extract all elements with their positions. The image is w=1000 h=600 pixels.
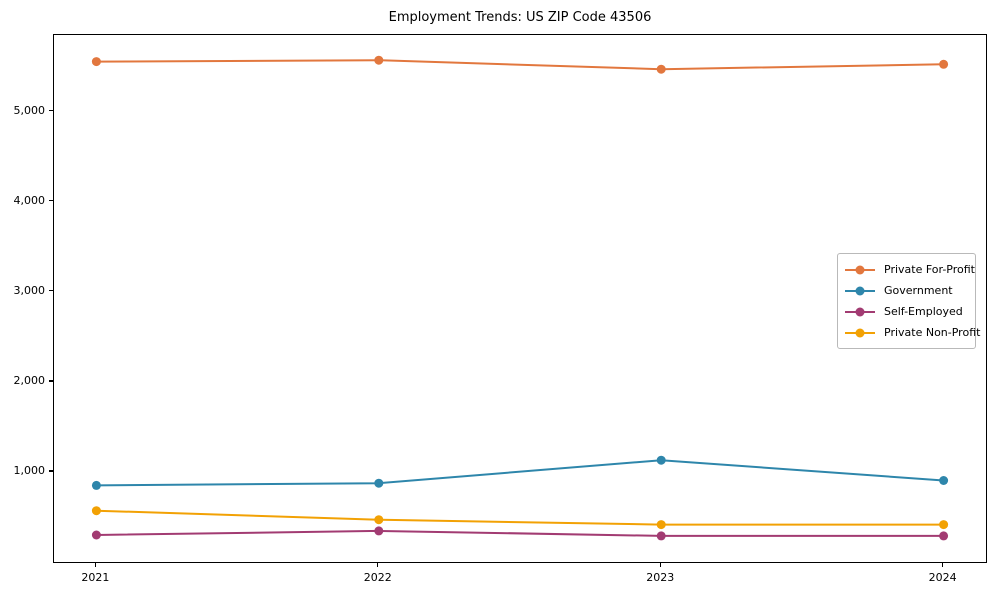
legend-entry: Private Non-Profit bbox=[845, 322, 980, 343]
plot-canvas bbox=[91, 55, 949, 541]
y-tick-label: 5,000 bbox=[13, 104, 46, 118]
x-tick-mark bbox=[941, 563, 944, 567]
y-tick-mark bbox=[49, 199, 53, 202]
legend-label: Private Non-Profit bbox=[884, 326, 981, 339]
legend-label: Self-Employed bbox=[884, 305, 963, 318]
legend-line-marker-icon bbox=[845, 307, 875, 316]
series-line bbox=[96, 59, 944, 71]
data-point bbox=[939, 531, 949, 541]
y-tick-label: 1,000 bbox=[13, 464, 46, 478]
chart-title: Employment Trends: US ZIP Code 43506 bbox=[388, 10, 652, 25]
x-tick-mark bbox=[659, 563, 661, 567]
data-point bbox=[374, 478, 384, 488]
legend-entry: Government bbox=[845, 280, 969, 301]
x-tick-label: 2023 bbox=[646, 571, 675, 584]
legend-label: Government bbox=[884, 284, 953, 297]
legend-entry: Private For-Profit bbox=[845, 259, 975, 280]
series-line bbox=[96, 459, 944, 487]
x-tick-label: 2022 bbox=[363, 571, 392, 584]
y-tick-mark bbox=[49, 290, 53, 292]
x-tick-label: 2024 bbox=[928, 571, 957, 584]
data-point bbox=[656, 64, 666, 74]
legend-dot-icon bbox=[855, 328, 865, 337]
legend-label: Private For-Profit bbox=[884, 263, 975, 276]
data-point bbox=[939, 520, 949, 530]
legend-line-marker-icon bbox=[845, 328, 875, 337]
plot-area bbox=[53, 34, 987, 563]
series-line bbox=[96, 509, 944, 526]
y-tick-mark bbox=[49, 109, 53, 112]
data-point bbox=[939, 476, 949, 485]
data-point bbox=[374, 55, 384, 65]
data-point bbox=[91, 506, 101, 516]
series-line bbox=[96, 529, 944, 537]
x-tick-mark bbox=[377, 563, 379, 567]
legend-dot-icon bbox=[855, 265, 865, 274]
data-point bbox=[91, 57, 101, 67]
legend-dot-icon bbox=[855, 286, 865, 295]
data-point bbox=[939, 59, 949, 69]
y-tick-label: 3,000 bbox=[13, 284, 46, 298]
y-tick-label: 2,000 bbox=[13, 374, 46, 388]
x-tick-mark bbox=[94, 563, 97, 567]
data-point bbox=[656, 455, 666, 465]
data-point bbox=[374, 515, 384, 525]
legend: Private For-Profit Government Self-Employe… bbox=[837, 253, 980, 349]
legend-dot-icon bbox=[855, 307, 865, 316]
y-tick-mark bbox=[49, 470, 53, 472]
x-tick-label: 2021 bbox=[81, 571, 110, 584]
legend-line-marker-icon bbox=[845, 286, 875, 295]
legend-entry: Self-Employed bbox=[845, 301, 969, 322]
data-point bbox=[91, 530, 101, 540]
y-tick-label: 4,000 bbox=[13, 194, 46, 208]
data-point bbox=[374, 526, 384, 536]
legend-line-marker-icon bbox=[845, 265, 875, 274]
data-point bbox=[656, 531, 666, 541]
y-tick-mark bbox=[49, 380, 53, 382]
data-point bbox=[656, 520, 666, 530]
data-point bbox=[91, 480, 101, 490]
